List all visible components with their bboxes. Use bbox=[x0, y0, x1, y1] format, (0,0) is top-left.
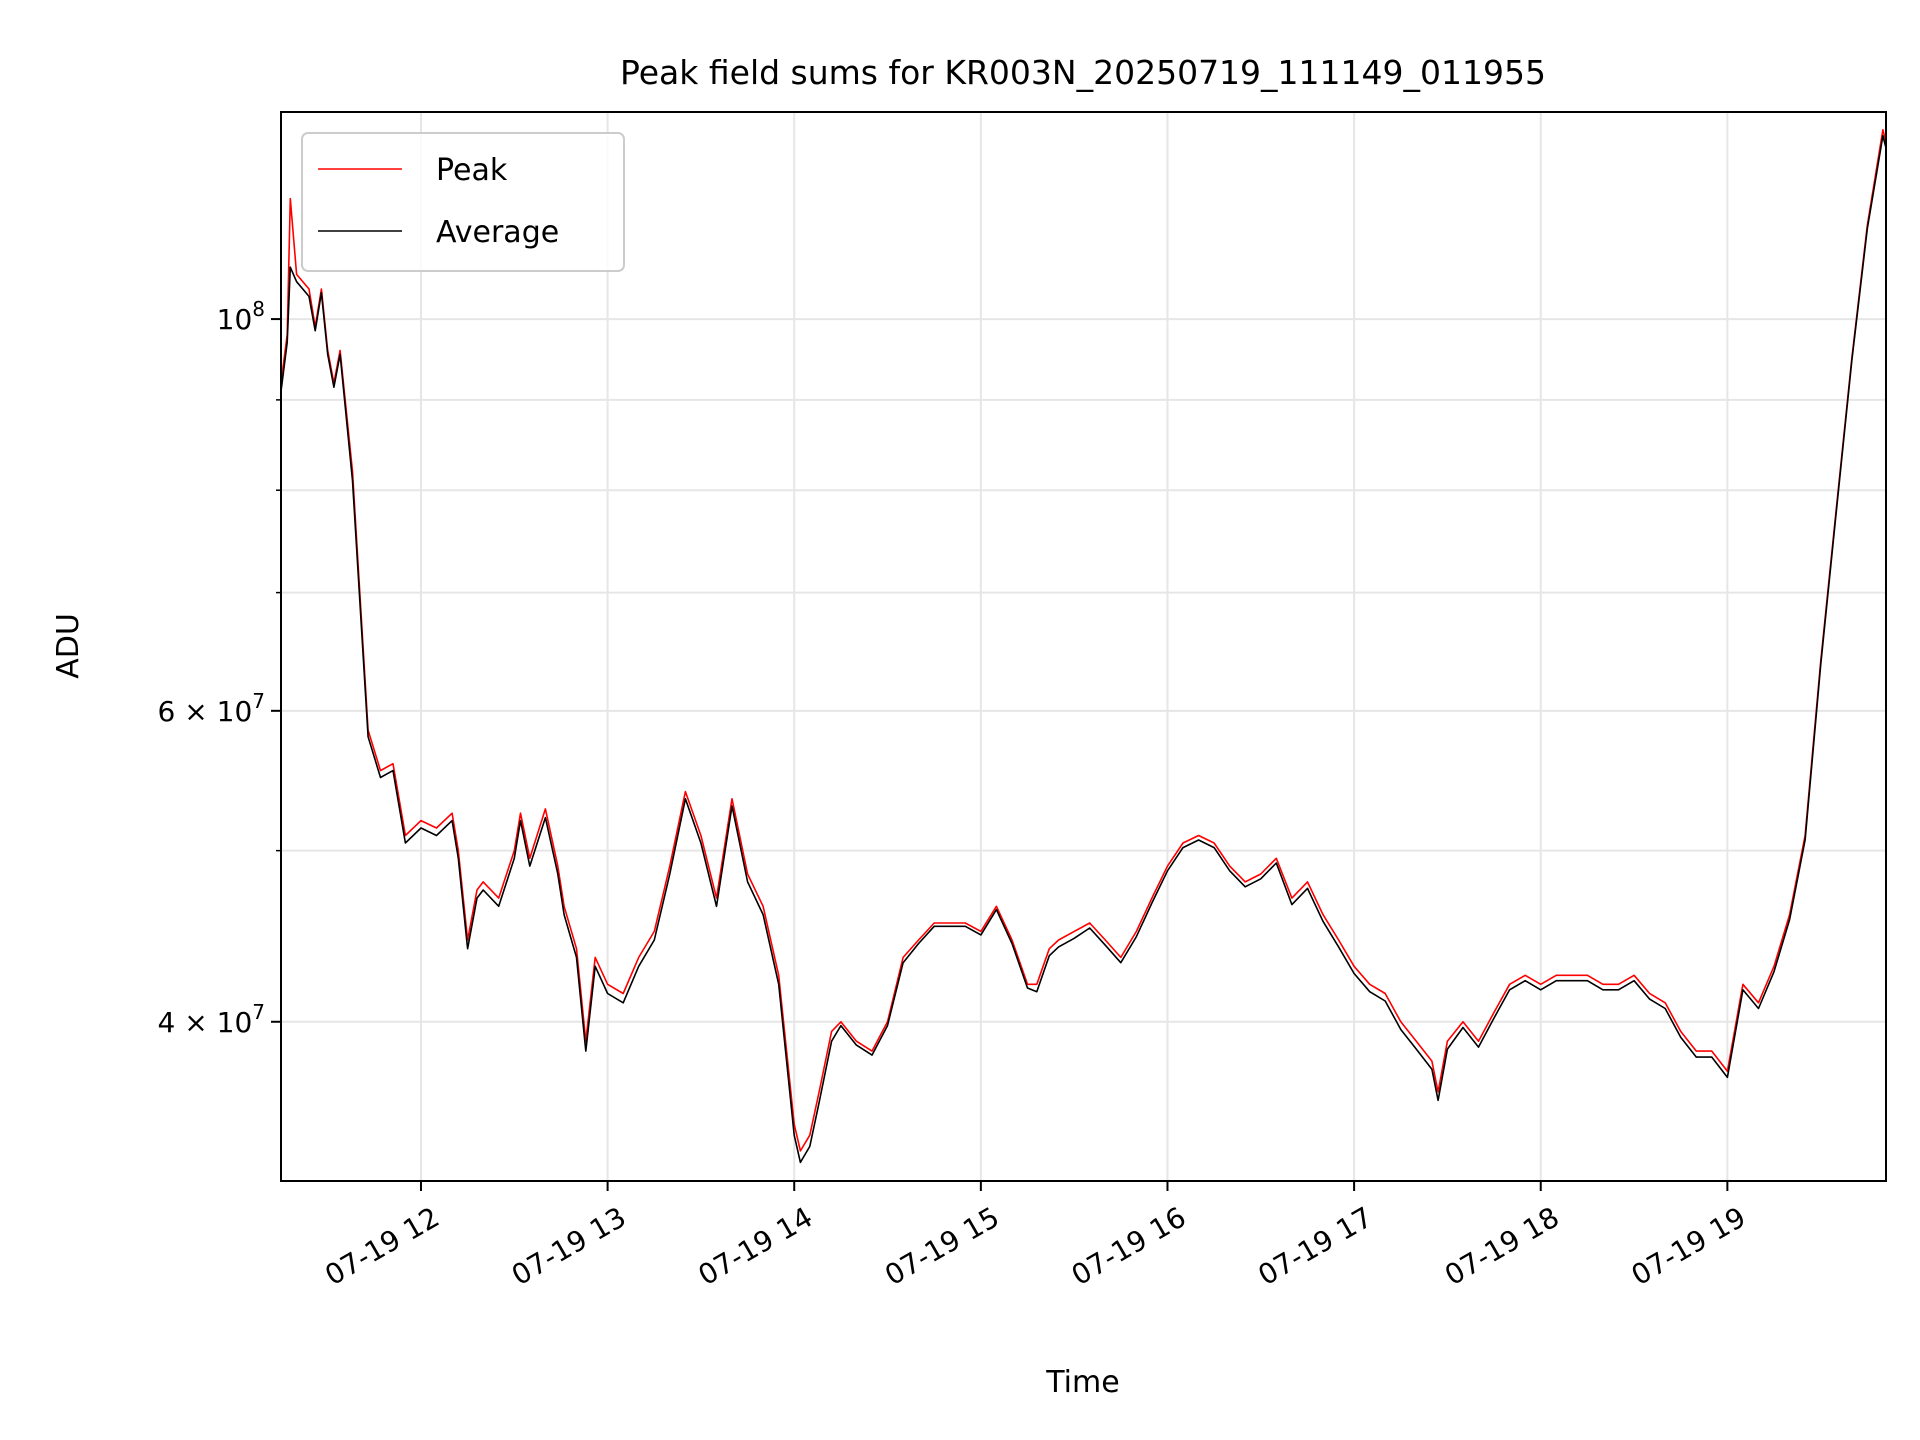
y-tick-label: 4 × 107 bbox=[158, 1000, 265, 1039]
legend-box bbox=[301, 132, 625, 272]
legend-peak-label: Peak bbox=[436, 153, 508, 188]
y-axis: 108 6 × 107 4 × 107 bbox=[158, 297, 281, 1039]
series-line-average bbox=[281, 135, 1886, 1164]
y-axis-label: ADU bbox=[51, 613, 86, 679]
plot-frame bbox=[280, 111, 1887, 1182]
data-lines bbox=[281, 129, 1886, 1164]
y-tick-label: 6 × 107 bbox=[158, 689, 265, 728]
legend-average-label: Average bbox=[436, 215, 559, 250]
grid bbox=[281, 112, 1886, 1181]
series-line-peak bbox=[281, 129, 1886, 1152]
x-axis-label: Time bbox=[1045, 1365, 1119, 1400]
y-tick-label: 108 bbox=[217, 297, 265, 336]
chart-title: Peak field sums for KR003N_20250719_1111… bbox=[620, 53, 1546, 92]
legend: Peak Average bbox=[301, 132, 625, 272]
